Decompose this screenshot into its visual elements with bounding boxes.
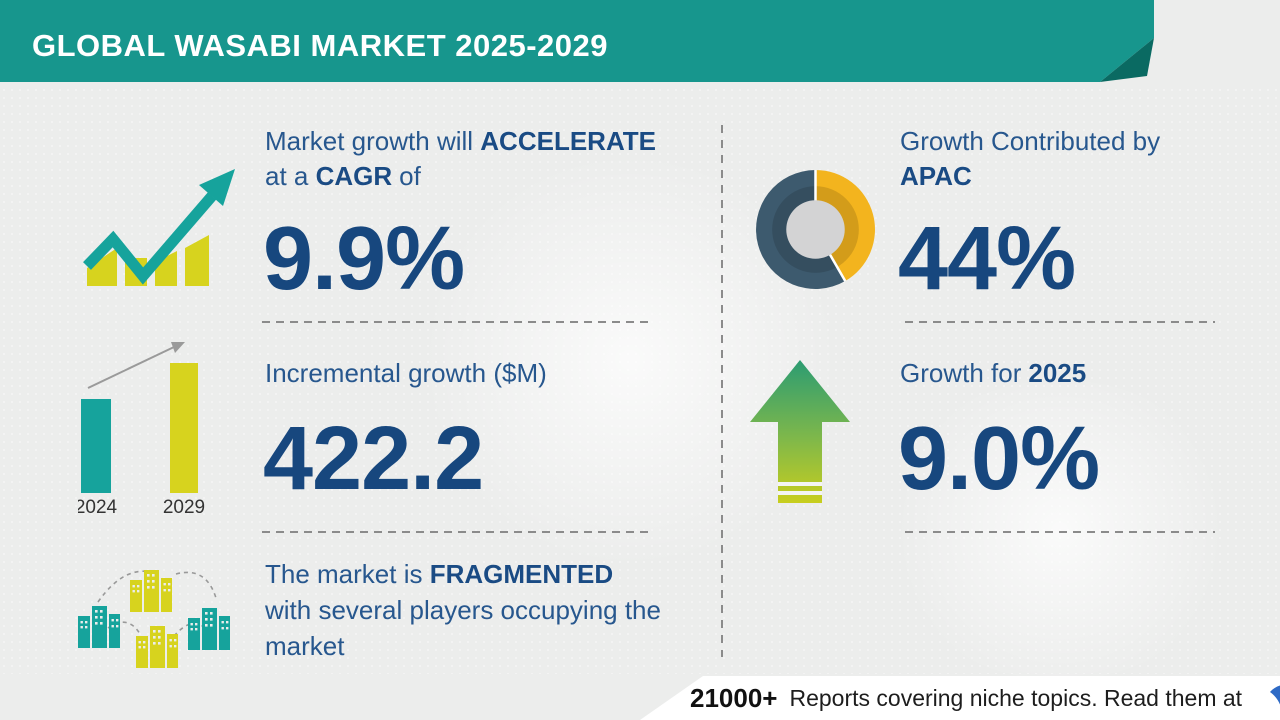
bar-end-year-label: 2029 bbox=[163, 497, 205, 518]
growth-2025-year: 2025 bbox=[1028, 358, 1087, 388]
cagr-caption-line1: Market growth will ACCELERATE bbox=[265, 124, 656, 159]
header-ribbon bbox=[0, 0, 1154, 82]
technavio-sail-icon bbox=[1270, 685, 1280, 705]
dashed-divider bbox=[905, 531, 1215, 533]
cagr-caption-text: at a bbox=[265, 161, 316, 191]
apac-caption-line2: APAC bbox=[900, 161, 972, 191]
market-structure-text: The market is bbox=[265, 559, 430, 589]
growth-2025-text: Growth for bbox=[900, 358, 1022, 388]
dashed-divider bbox=[905, 321, 1215, 323]
growth-2025-label: Growth for 2025 bbox=[900, 356, 1086, 391]
report-count: 21000+ bbox=[690, 682, 778, 713]
bar-comparison-icon: 2024 2029 bbox=[78, 342, 205, 518]
dashed-divider bbox=[262, 321, 650, 323]
bar-start-year-label: 2024 bbox=[78, 497, 118, 518]
market-structure-line2: with several players occupying the bbox=[265, 595, 661, 625]
footer-message: Reports covering niche topics. Read them… bbox=[789, 684, 1243, 711]
donut-chart-icon bbox=[756, 170, 875, 289]
market-structure-line3: market bbox=[265, 631, 345, 661]
apac-caption-line1: Growth Contributed by bbox=[900, 126, 1161, 156]
footer: 21000+ Reports covering niche topics. Re… bbox=[690, 676, 1280, 720]
page-title: GLOBAL WASABI MARKET 2025-2029 bbox=[32, 28, 608, 63]
market-structure-fragmented: FRAGMENTED bbox=[429, 559, 614, 589]
footer-band bbox=[640, 676, 1280, 720]
cagr-caption-text: Market growth will bbox=[265, 126, 481, 156]
technavio-logo: technavio™ bbox=[1268, 682, 1280, 715]
up-arrow-icon bbox=[750, 360, 850, 503]
market-structure-caption: The market is FRAGMENTED with several pl… bbox=[265, 556, 661, 664]
cagr-caption: Market growth will ACCELERATE at a CAGR o… bbox=[265, 124, 656, 194]
incremental-growth-value: 422.2 bbox=[263, 409, 484, 509]
incremental-growth-label: Incremental growth ($M) bbox=[265, 358, 547, 388]
cagr-caption-cagr: CAGR bbox=[315, 161, 393, 191]
cagr-caption-line2: at a CAGR of bbox=[265, 159, 656, 194]
growth-trend-icon bbox=[83, 169, 235, 286]
apac-caption: Growth Contributed by APAC bbox=[900, 124, 1160, 194]
vertical-dashed-divider bbox=[721, 125, 723, 657]
buildings-icon bbox=[78, 570, 230, 668]
cagr-caption-text: of bbox=[399, 161, 421, 191]
cagr-caption-accelerate: ACCELERATE bbox=[480, 126, 657, 156]
dashed-divider bbox=[262, 531, 650, 533]
market-structure-line1: The market is FRAGMENTED bbox=[265, 556, 661, 592]
growth-2025-value: 9.0% bbox=[898, 409, 1100, 509]
cagr-value: 9.9% bbox=[263, 209, 465, 309]
apac-value: 44% bbox=[898, 209, 1076, 309]
